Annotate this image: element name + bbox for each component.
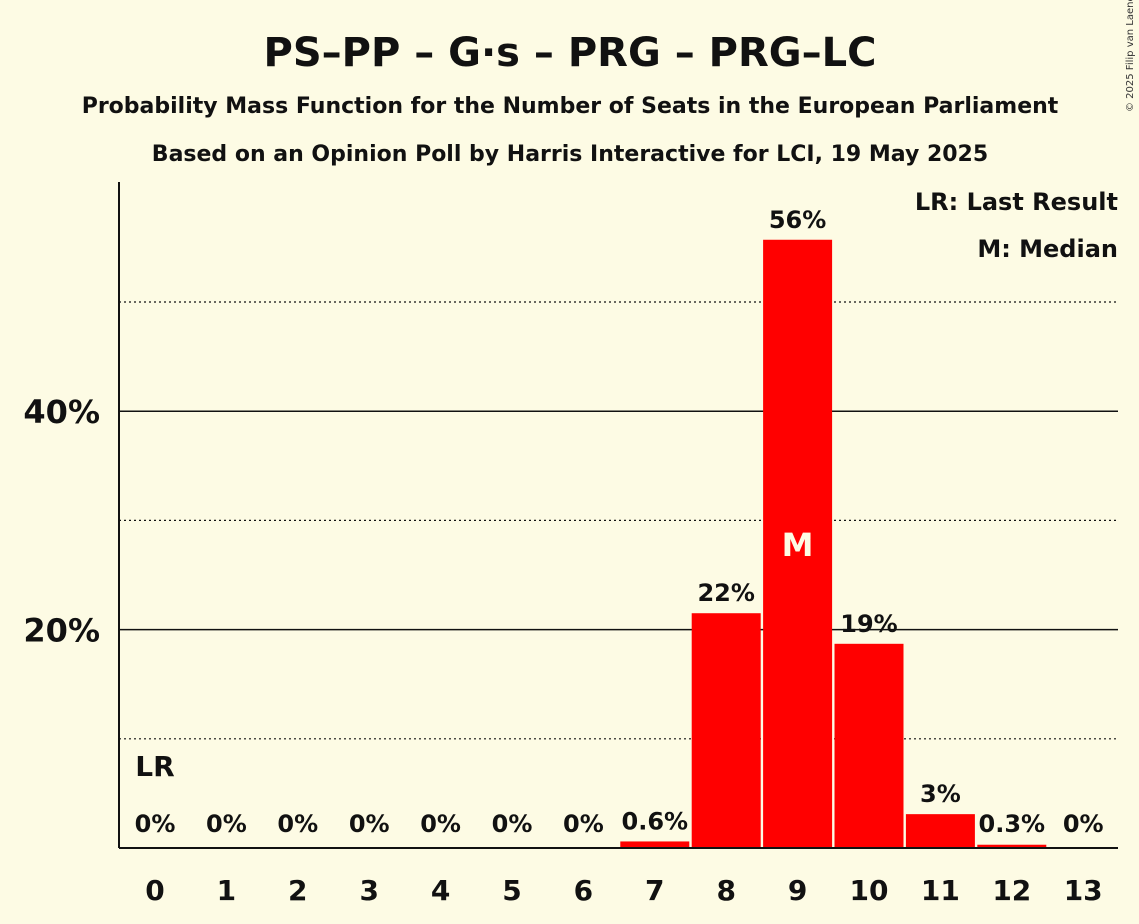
data-label-5: 0% xyxy=(492,810,533,838)
data-label-2: 0% xyxy=(277,810,318,838)
data-labels-group: 0% 0 0% 1 0% 2 0% 3 0% 4 0% 5 0% 6 0.6% 7 22% 8 56% 9 19% 10 3… xyxy=(135,206,1104,907)
data-label-12: 0.3% xyxy=(979,810,1046,838)
chart-subtitle-source: Based on an Opinion Poll by Harris Inter… xyxy=(152,142,988,167)
data-label-3: 0% xyxy=(349,810,390,838)
copyright-text: © 2025 Filip van Laenen xyxy=(1125,0,1136,112)
x-tick-label-13: 13 xyxy=(1064,874,1103,907)
x-tick-label-6: 6 xyxy=(574,874,593,907)
chart-subtitle: Probability Mass Function for the Number… xyxy=(82,94,1059,119)
x-tick-label-4: 4 xyxy=(431,874,450,907)
gridlines: 20% 40% xyxy=(23,301,1118,740)
x-tick-label-0: 0 xyxy=(145,874,164,907)
data-label-8: 22% xyxy=(697,579,754,607)
data-label-9: 56% xyxy=(769,206,826,234)
y-tick-label: 20% xyxy=(23,612,100,650)
data-label-11: 3% xyxy=(920,780,961,808)
legend-last-result: LR: Last Result xyxy=(915,188,1118,216)
legend-median: M: Median xyxy=(977,235,1118,263)
x-tick-label-9: 9 xyxy=(788,874,807,907)
x-tick-label-1: 1 xyxy=(217,874,236,907)
bar-12 xyxy=(977,844,1047,848)
x-tick-label-2: 2 xyxy=(288,874,307,907)
x-tick-label-3: 3 xyxy=(359,874,378,907)
x-tick-label-5: 5 xyxy=(502,874,521,907)
bars-group xyxy=(620,239,1047,849)
bar-9 xyxy=(763,239,833,849)
data-label-10: 19% xyxy=(840,610,897,638)
bar-10 xyxy=(834,643,904,848)
data-label-6: 0% xyxy=(563,810,604,838)
axes-group xyxy=(118,182,1118,849)
bar-7 xyxy=(620,841,690,848)
data-label-13: 0% xyxy=(1063,810,1104,838)
bar-11 xyxy=(905,814,975,848)
x-tick-label-8: 8 xyxy=(716,874,735,907)
x-tick-label-10: 10 xyxy=(850,874,889,907)
data-label-4: 0% xyxy=(420,810,461,838)
bar-8 xyxy=(691,613,761,848)
data-label-7: 0.6% xyxy=(622,807,689,835)
last-result-marker: LR xyxy=(135,750,174,783)
x-tick-label-11: 11 xyxy=(921,874,960,907)
chart-title: PS–PP – G·s – PRG – PRG–LC xyxy=(264,30,877,76)
x-tick-label-7: 7 xyxy=(645,874,664,907)
x-tick-label-12: 12 xyxy=(992,874,1031,907)
data-label-1: 0% xyxy=(206,810,247,838)
median-marker: M xyxy=(782,526,814,564)
y-tick-label: 40% xyxy=(23,393,100,431)
data-label-0: 0% xyxy=(135,810,176,838)
